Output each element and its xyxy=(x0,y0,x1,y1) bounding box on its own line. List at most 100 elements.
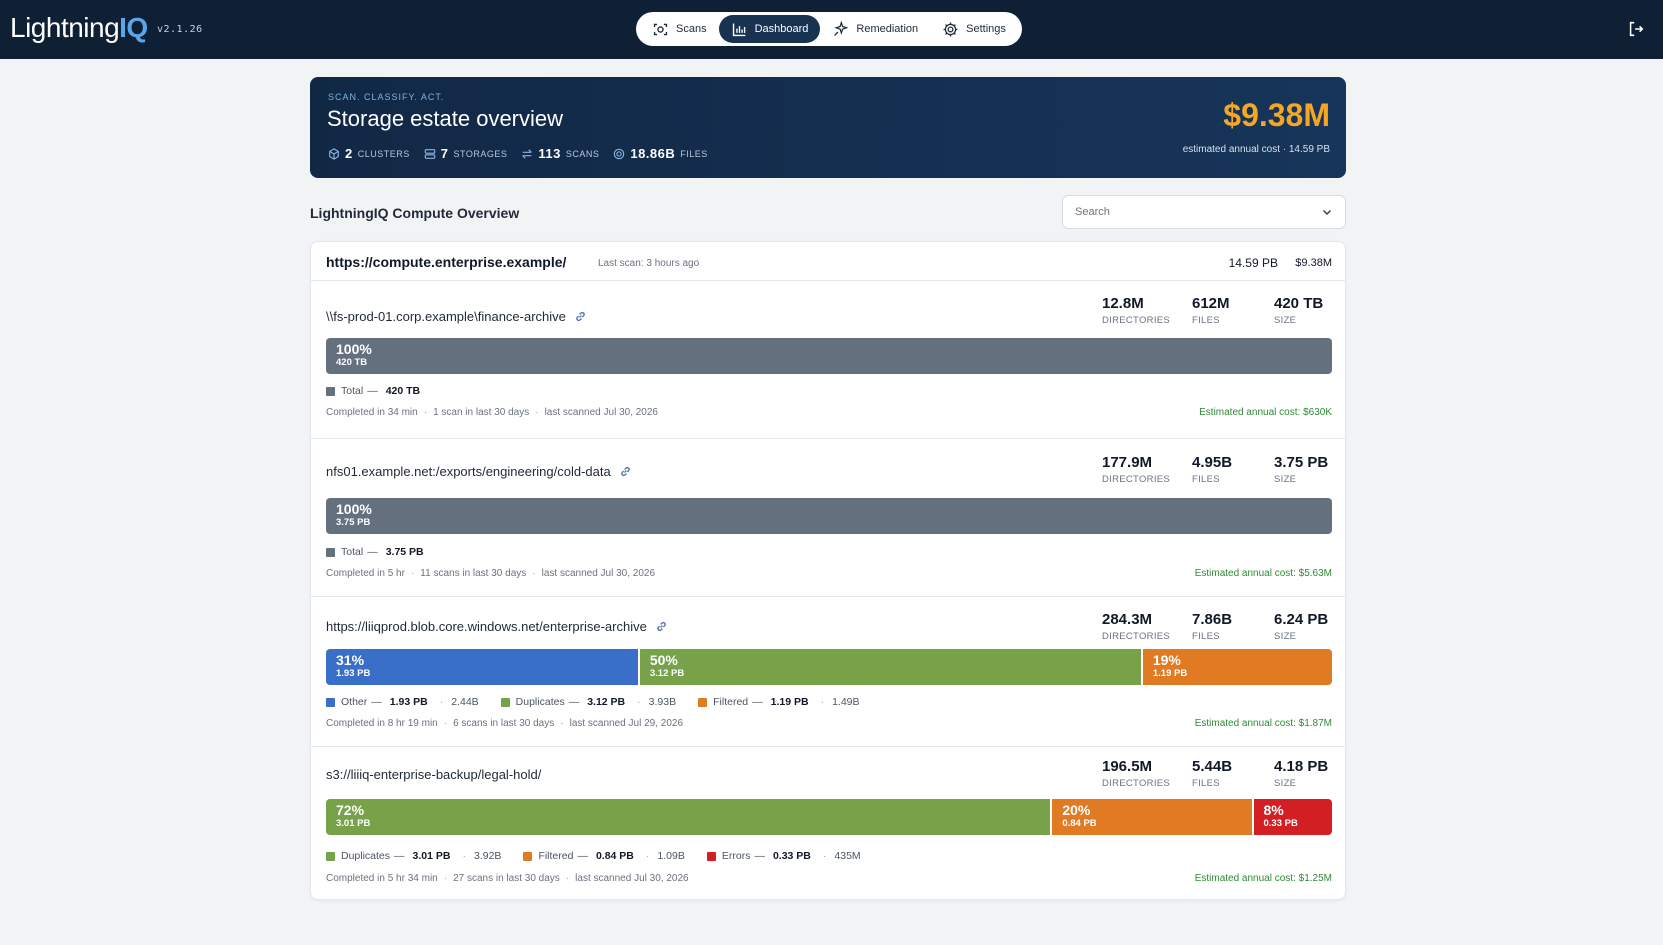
cluster-card: https://compute.enterprise.example/ Last… xyxy=(310,241,1346,900)
legend-value: 420 TB xyxy=(385,385,421,397)
metric-value: 5.44B xyxy=(1192,758,1233,775)
segment-percent: 31% xyxy=(336,652,365,668)
stat-scans: 113 SCANS xyxy=(521,146,599,161)
cluster-url[interactable]: https://compute.enterprise.example/ xyxy=(326,254,567,270)
section-title: LightningIQ Compute Overview xyxy=(310,205,520,221)
storage-path[interactable]: s3://liiiq-enterprise-backup/legal-hold/ xyxy=(326,767,541,782)
logout-icon[interactable] xyxy=(1627,20,1645,38)
legend-name: Duplicates xyxy=(341,850,391,862)
metric-value: 3.75 PB xyxy=(1274,454,1329,471)
meta-separator: · xyxy=(560,718,564,729)
storage-path[interactable]: https://liiqprod.blob.core.windows.net/e… xyxy=(326,619,668,634)
nav-tab-dashboard[interactable]: Dashboard xyxy=(718,15,821,43)
link-icon[interactable] xyxy=(619,465,632,478)
metric-value: 177.9M xyxy=(1102,454,1153,471)
chevron-down-icon[interactable] xyxy=(1321,206,1333,218)
bar-segment[interactable]: 20% 0.84 PB xyxy=(1050,799,1252,835)
app-logo[interactable]: LightningIQ xyxy=(10,12,148,44)
search-dropdown[interactable] xyxy=(1062,195,1346,229)
meta-text: 27 scans in last 30 days xyxy=(453,873,560,884)
metric-value: 12.8M xyxy=(1102,295,1144,312)
metric-value: 612M xyxy=(1192,295,1230,312)
meta-text: last scanned Jul 30, 2026 xyxy=(541,568,656,579)
legend-separator: · xyxy=(462,850,466,862)
legend-separator: · xyxy=(439,696,444,708)
stat-storages: 7 STORAGES xyxy=(424,146,508,161)
metric-value: 4.18 PB xyxy=(1274,758,1329,775)
stat-label: FILES xyxy=(680,148,708,159)
nav-tab-scans[interactable]: Scans xyxy=(640,15,719,43)
stat-label: STORAGES xyxy=(453,148,508,159)
segment-size: 3.01 PB xyxy=(336,818,371,829)
metric-label: SIZE xyxy=(1274,778,1297,789)
estate-overview-banner: SCAN. CLASSIFY. ACT. Storage estate over… xyxy=(310,77,1346,178)
link-icon[interactable] xyxy=(655,620,668,633)
link-icon[interactable] xyxy=(574,310,587,323)
segment-percent: 8% xyxy=(1263,802,1284,818)
storage-legend: Duplicates —3.01 PB · 3.92B Filtered —0.84 PB… xyxy=(326,850,883,862)
nav-tab-remediation[interactable]: Remediation xyxy=(820,15,930,43)
segment-percent: 100% xyxy=(336,341,372,357)
meta-separator: · xyxy=(535,407,539,418)
cluster-header: https://compute.enterprise.example/ Last… xyxy=(311,242,1345,281)
meta-text: 6 scans in last 30 days xyxy=(453,718,555,729)
stat-files: 18.86B FILES xyxy=(613,146,707,161)
metric-value: 284.3M xyxy=(1102,611,1153,628)
bar-segment[interactable]: 100% 420 TB xyxy=(326,338,1332,374)
search-input[interactable] xyxy=(1075,206,1321,218)
metric-label: DIRECTORIES xyxy=(1102,778,1171,789)
meta-separator: · xyxy=(443,718,448,729)
legend-count: 3.93B xyxy=(648,696,677,708)
top-nav-bar: LightningIQ v2.1.26 Scans Dashboard Reme… xyxy=(0,0,1663,59)
storage-row: \\fs-prod-01.corp.example\finance-archiv… xyxy=(311,281,1345,439)
bar-segment[interactable]: 72% 3.01 PB xyxy=(326,799,1051,835)
estimated-annual-cost: Estimated annual cost: $1.25M xyxy=(1194,873,1332,884)
hero-stats: 2 CLUSTERS 7 STORAGES 113 SCANS 18.86B F… xyxy=(328,146,708,161)
metric-value: 7.86B xyxy=(1192,611,1233,628)
storage-legend: Total — 420 TB xyxy=(326,385,450,397)
bar-segment[interactable]: 31% 1.93 PB xyxy=(326,649,638,685)
cluster-size: 14.59 PB xyxy=(1228,256,1278,270)
storage-path-text[interactable]: s3://liiiq-enterprise-backup/legal-hold/ xyxy=(326,767,542,782)
legend-swatch xyxy=(326,697,335,707)
bar-segment[interactable]: 50% 3.12 PB xyxy=(637,649,1141,685)
nav-tab-settings[interactable]: Settings xyxy=(930,15,1018,43)
legend-dash: — xyxy=(394,850,405,862)
metric-files: 4.95B FILES xyxy=(1192,454,1232,485)
metric-files: 7.86B FILES xyxy=(1192,611,1232,642)
legend-separator: · xyxy=(820,696,825,708)
legend-value: 0.84 PB xyxy=(595,850,634,862)
meta-text: Completed in 8 hr 19 min xyxy=(326,718,438,729)
metric-files: 612M FILES xyxy=(1192,295,1230,326)
storage-path-text[interactable]: \\fs-prod-01.corp.example\finance-archiv… xyxy=(326,309,566,324)
storage-breakdown-bar: 100% 420 TB xyxy=(326,338,1332,374)
legend-dash: — xyxy=(577,850,588,862)
legend-swatch xyxy=(326,547,335,557)
logo-accent-text: IQ xyxy=(119,12,148,43)
storage-path[interactable]: \\fs-prod-01.corp.example\finance-archiv… xyxy=(326,309,587,324)
stat-value: 113 xyxy=(538,146,561,161)
storage-path[interactable]: nfs01.example.net:/exports/engineering/c… xyxy=(326,464,632,479)
segment-percent: 72% xyxy=(336,802,365,818)
storage-path-text[interactable]: nfs01.example.net:/exports/engineering/c… xyxy=(326,464,611,479)
segment-size: 0.33 PB xyxy=(1263,818,1298,829)
metric-label: DIRECTORIES xyxy=(1102,315,1171,326)
legend-count: 2.44B xyxy=(451,696,479,708)
legend-item: Total — 3.75 PB xyxy=(326,546,432,558)
bar-segment[interactable]: 19% 1.19 PB xyxy=(1140,649,1332,685)
bar-segment[interactable]: 100% 3.75 PB xyxy=(326,498,1332,534)
nav-tab-label: Remediation xyxy=(856,23,919,35)
segment-size: 420 TB xyxy=(336,357,368,368)
storage-row: nfs01.example.net:/exports/engineering/c… xyxy=(311,439,1345,597)
storage-path-text[interactable]: https://liiqprod.blob.core.windows.net/e… xyxy=(326,619,647,634)
segment-percent: 50% xyxy=(649,652,678,668)
legend-value: 3.12 PB xyxy=(587,696,626,708)
metric-label: DIRECTORIES xyxy=(1102,631,1171,642)
files-icon xyxy=(614,148,625,159)
metric-value: 196.5M xyxy=(1102,758,1153,775)
storage-legend: Total — 3.75 PB xyxy=(326,546,454,558)
bar-segment[interactable]: 8% 0.33 PB xyxy=(1251,799,1332,835)
metric-directories: 196.5M DIRECTORIES xyxy=(1102,758,1170,789)
legend-value: 3.01 PB xyxy=(412,850,451,862)
stat-label: SCANS xyxy=(565,148,600,159)
